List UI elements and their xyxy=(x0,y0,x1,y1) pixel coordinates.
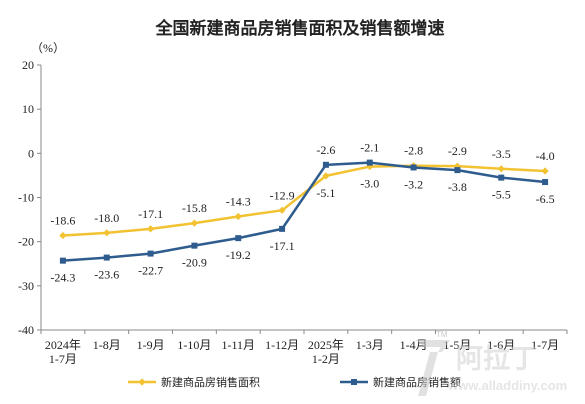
data-point xyxy=(278,206,286,214)
series-line-2 xyxy=(62,161,546,262)
x-tick-label: 1-7月 xyxy=(531,338,559,352)
data-label: -3.2 xyxy=(404,177,423,191)
legend-label: 新建商品房销售额 xyxy=(373,375,461,389)
y-tick-label: 0 xyxy=(28,146,34,160)
x-tick-label: 2024年 xyxy=(45,338,81,352)
data-point xyxy=(542,179,549,186)
x-tick-label: 1-2月 xyxy=(312,352,340,366)
logo-seven-mark xyxy=(415,340,450,396)
data-point xyxy=(147,250,154,257)
data-point xyxy=(322,161,329,168)
legend-label: 新建商品房销售面积 xyxy=(161,375,260,389)
y-tick-label: -30 xyxy=(18,279,34,293)
data-point xyxy=(235,235,242,242)
y-tick-label: -40 xyxy=(18,323,34,337)
x-tick-label: 1-5月 xyxy=(443,338,471,352)
data-point xyxy=(59,257,66,264)
data-label: -2.1 xyxy=(360,141,379,155)
data-label: -12.9 xyxy=(270,188,295,202)
data-point xyxy=(410,164,417,171)
x-tick-label: 1-7月 xyxy=(49,352,77,366)
data-point xyxy=(541,167,549,175)
data-label: -22.7 xyxy=(138,264,163,278)
y-tick-label: 20 xyxy=(22,58,34,72)
data-label: -4.0 xyxy=(536,149,555,163)
data-label: -3.5 xyxy=(492,147,511,161)
x-tick-label: 1-3月 xyxy=(356,338,384,352)
data-label: -24.3 xyxy=(50,271,75,285)
data-point xyxy=(234,212,242,221)
data-point xyxy=(190,219,199,227)
series-group xyxy=(59,159,549,264)
data-point xyxy=(454,167,461,174)
data-label: -3.8 xyxy=(448,180,467,194)
x-tick-label: 1-6月 xyxy=(487,338,515,352)
data-label: -2.6 xyxy=(316,143,335,157)
data-labels: -18.6 -18.0 -17.1 -15.8 -14.3 -12.9 -5.1 -3.0 -2… xyxy=(50,141,554,285)
data-point xyxy=(191,242,198,249)
y-tick-label: -10 xyxy=(18,191,34,205)
legend-marker xyxy=(138,378,146,386)
data-label: -2.9 xyxy=(448,144,467,158)
series-line-1 xyxy=(62,164,546,237)
data-point xyxy=(103,229,111,237)
y-tick-label: -20 xyxy=(18,235,34,249)
legend: 新建商品房销售面积 新建商品房销售额 xyxy=(128,375,461,389)
watermark-logo: TM 阿拉丁 www.alladdiny.com xyxy=(415,330,567,396)
data-label: -6.5 xyxy=(536,192,555,206)
watermark-url: www.alladdiny.com xyxy=(447,378,567,393)
data-label: -2.8 xyxy=(404,144,423,158)
watermark-tm: TM xyxy=(436,330,448,339)
x-tick-label: 1-10月 xyxy=(177,338,211,352)
data-point xyxy=(103,254,110,261)
chart-title: 全国新建商品房销售面积及销售额增速 xyxy=(155,18,445,38)
data-label: -20.9 xyxy=(182,256,207,270)
data-point xyxy=(59,231,67,240)
data-label: -14.3 xyxy=(226,194,251,208)
data-point xyxy=(498,174,505,181)
x-tick-label: 1-9月 xyxy=(137,338,165,352)
legend-marker xyxy=(351,379,357,385)
data-label: -15.8 xyxy=(182,201,207,215)
data-label: -18.6 xyxy=(50,213,75,227)
data-label: -18.0 xyxy=(94,211,119,225)
data-point xyxy=(279,225,286,232)
data-point xyxy=(366,159,373,166)
data-label: -23.6 xyxy=(94,268,119,282)
data-label: -5.5 xyxy=(492,188,511,202)
watermark-cn: 阿拉丁 xyxy=(456,343,537,374)
data-label: -5.1 xyxy=(316,186,335,200)
data-label: -17.1 xyxy=(138,207,163,221)
data-label: -3.0 xyxy=(360,177,379,191)
x-tick-label: 1-11月 xyxy=(221,338,255,352)
data-point xyxy=(497,165,505,173)
x-tick-label: 2025年 xyxy=(308,338,344,352)
data-label: -17.1 xyxy=(270,239,295,253)
y-unit-label: （%） xyxy=(31,41,65,55)
data-point xyxy=(146,225,155,233)
x-tick-label: 1-8月 xyxy=(93,338,121,352)
x-tick-label: 1-12月 xyxy=(265,338,299,352)
data-label: -19.2 xyxy=(226,248,251,262)
data-point xyxy=(322,172,330,180)
y-tick-label: 10 xyxy=(22,102,34,116)
